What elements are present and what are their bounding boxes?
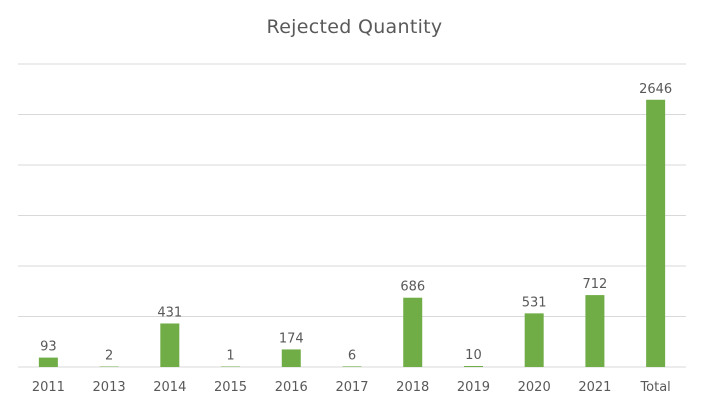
x-tick-label-Total: Total bbox=[639, 380, 670, 395]
bar-Total bbox=[646, 99, 666, 367]
bar-2021 bbox=[585, 295, 605, 367]
bar-2011 bbox=[38, 357, 58, 367]
bar-2018 bbox=[403, 297, 423, 367]
bar-2019 bbox=[463, 365, 483, 367]
bar-2013 bbox=[99, 366, 119, 367]
bar-2016 bbox=[281, 349, 301, 367]
x-tick-label-2013: 2013 bbox=[93, 380, 126, 395]
x-tick-label-2019: 2019 bbox=[457, 380, 490, 395]
data-label-2013: 2 bbox=[105, 349, 113, 364]
x-tick-label-2020: 2020 bbox=[518, 380, 551, 395]
x-tick-label-2016: 2016 bbox=[275, 380, 308, 395]
data-label-2011: 93 bbox=[40, 340, 57, 355]
x-tick-label-2014: 2014 bbox=[153, 380, 186, 395]
x-tick-label-2011: 2011 bbox=[32, 380, 65, 395]
chart-title: Rejected Quantity bbox=[266, 16, 443, 38]
data-label-2014: 431 bbox=[157, 305, 182, 320]
x-tick-label-2021: 2021 bbox=[578, 380, 611, 395]
bar-2014 bbox=[160, 323, 180, 367]
bar-2017 bbox=[342, 366, 362, 367]
data-label-Total: 2646 bbox=[639, 82, 672, 97]
data-label-2021: 712 bbox=[582, 277, 607, 292]
data-label-2017: 6 bbox=[348, 348, 356, 363]
data-label-2018: 686 bbox=[400, 280, 425, 295]
bar-2020 bbox=[524, 313, 544, 367]
data-label-2016: 174 bbox=[279, 331, 304, 346]
x-tick-label-2017: 2017 bbox=[335, 380, 368, 395]
x-tick-label-2015: 2015 bbox=[214, 380, 247, 395]
bar-2015 bbox=[221, 366, 241, 367]
x-tick-label-2018: 2018 bbox=[396, 380, 429, 395]
data-label-2020: 531 bbox=[522, 295, 547, 310]
data-label-2015: 1 bbox=[226, 349, 234, 364]
data-label-2019: 10 bbox=[465, 348, 482, 363]
